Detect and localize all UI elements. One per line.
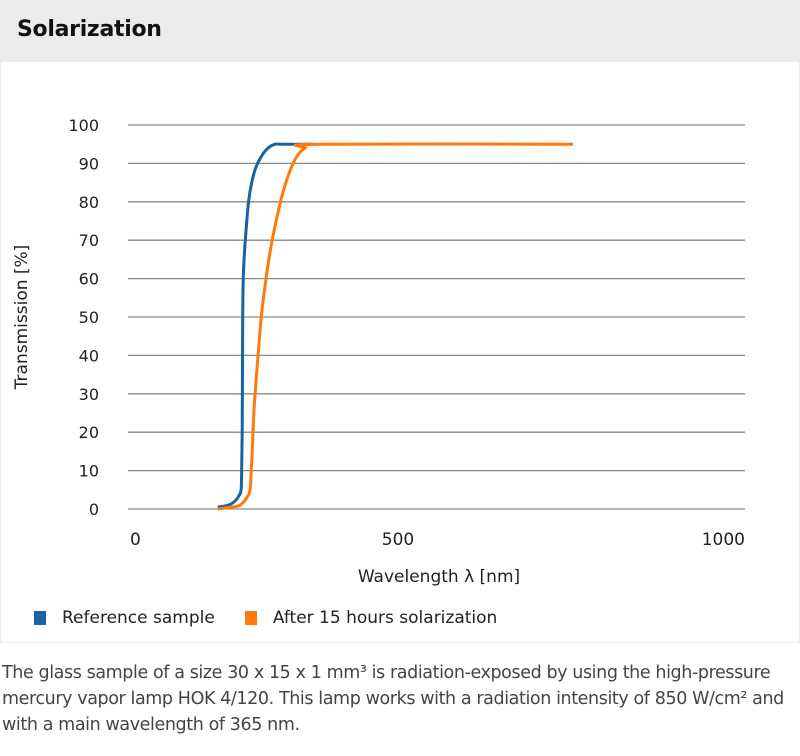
y-tick-label: 90 [79,154,99,173]
legend-item-solarized: After 15 hours solarization [244,608,498,628]
series-line-reference [217,142,315,509]
x-tick-label: 500 [382,530,414,550]
y-tick-label: 80 [79,193,99,212]
y-axis-label: Transmission [%] [12,245,32,391]
legend: Reference sample After 15 hours solariza… [34,608,527,628]
section-title: Solarization [17,17,162,42]
y-tick-label: 50 [79,308,99,327]
x-tick-label: 1000 [702,530,745,550]
y-tick-label: 70 [79,231,99,250]
legend-label-reference: Reference sample [62,608,215,628]
series-line-solarized [217,142,573,511]
y-tick-label: 10 [79,462,99,481]
chart-caption: The glass sample of a size 30 x 15 x 1 m… [2,663,784,735]
y-tick-label: 0 [89,500,99,519]
x-tick-label: 0 [130,530,141,550]
legend-item-reference: Reference sample [34,608,215,628]
y-tick-label: 40 [79,346,99,365]
y-tick-label: 60 [79,270,99,289]
legend-swatch-solarized [244,611,257,625]
legend-swatch-reference [34,611,46,625]
transmission-chart: 0 10 20 30 40 50 60 70 80 90 100 0 500 1000 Waveleng… [12,116,745,587]
section-header: Solarization [0,0,800,62]
y-tick-label: 30 [79,385,99,404]
legend-label-solarized: After 15 hours solarization [272,608,498,628]
y-tick-label: 20 [79,423,99,442]
y-tick-label: 100 [68,116,99,135]
x-axis-label: Wavelength λ [nm] [358,567,520,587]
